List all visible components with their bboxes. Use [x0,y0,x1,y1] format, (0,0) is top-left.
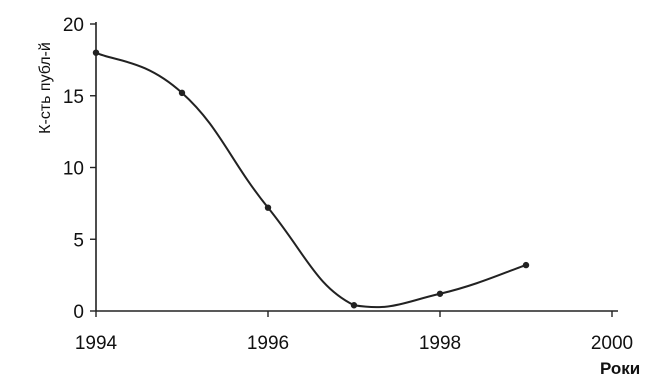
x-tick-label: 1996 [247,333,289,354]
y-tick-label: 20 [63,15,84,36]
x-tick-label: 2000 [591,333,633,354]
series-layer [95,51,527,309]
x-tick-label: 1994 [75,333,118,354]
y-tick-label: 10 [63,159,84,180]
data-point [178,89,186,97]
data-point [264,204,272,211]
series-line [95,51,527,309]
markers-layer [92,49,530,309]
y-tick-label: 15 [63,87,84,108]
data-point [436,290,444,297]
ticks: 0 5 10 15 20 1994 1996 1998 2000 [63,15,633,354]
data-point [92,49,100,56]
axes [95,22,618,312]
data-point [522,261,530,269]
y-axis-label: К-сть публ-й [37,42,54,134]
x-tick-label: 1998 [419,333,461,354]
y-tick-label: 5 [73,230,84,251]
data-point [350,302,358,309]
x-axis-label: Роки [600,359,640,378]
y-tick-label: 0 [73,302,84,323]
